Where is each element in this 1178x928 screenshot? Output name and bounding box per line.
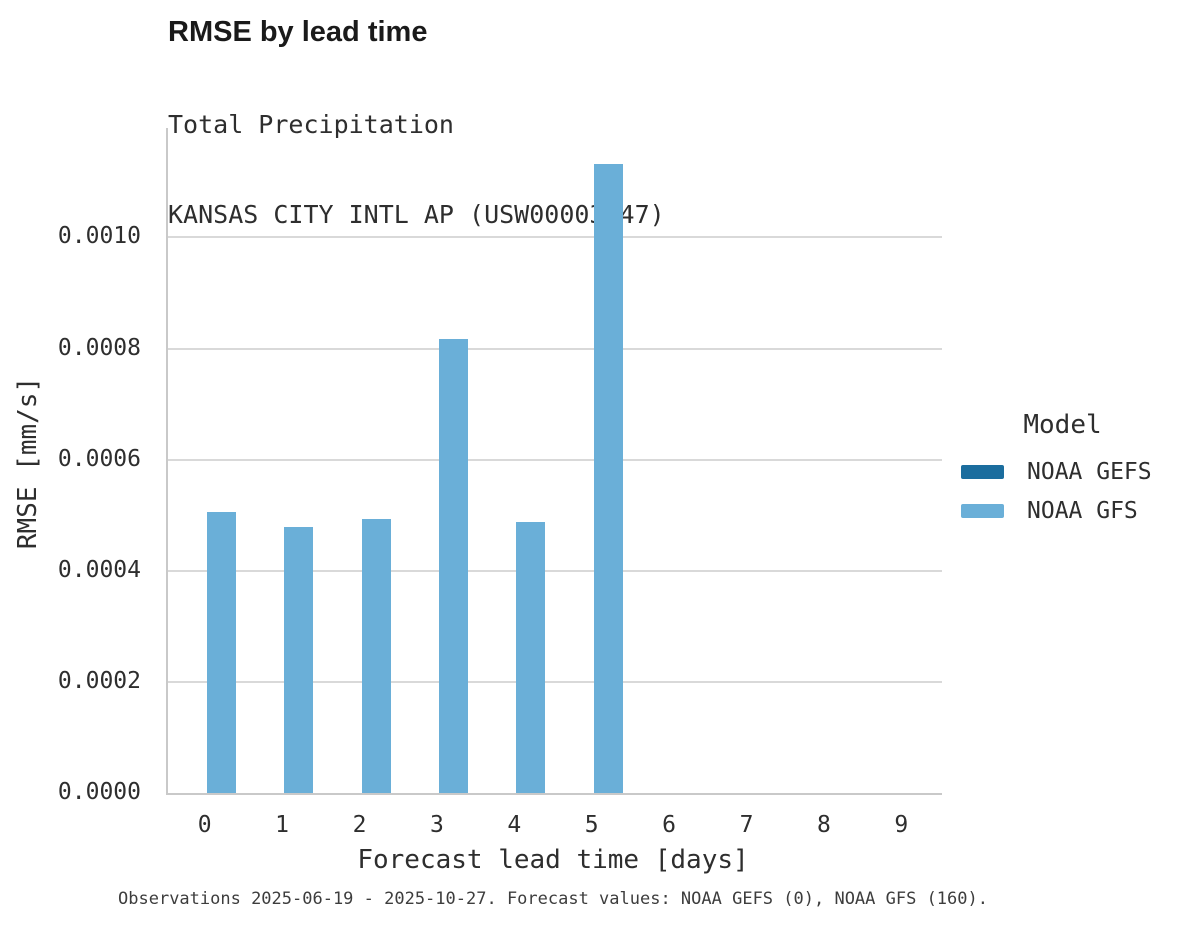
x-tick-label: 0 <box>197 812 212 838</box>
gridline <box>168 236 942 239</box>
plot-area <box>166 128 942 795</box>
legend-label: NOAA GFS <box>1027 497 1138 524</box>
footnote: Observations 2025-06-19 - 2025-10-27. Fo… <box>118 889 988 909</box>
chart-title: RMSE by lead time <box>168 16 428 48</box>
x-tick-label: 8 <box>816 812 831 838</box>
bar-noaa-gfs-day-5 <box>593 163 623 793</box>
bar-noaa-gfs-day-3 <box>438 339 468 793</box>
y-tick-label: 0.0010 <box>57 223 141 250</box>
x-axis-title: Forecast lead time [days] <box>357 845 749 875</box>
x-tick-label: 1 <box>275 812 290 838</box>
legend-entry: NOAA GFS <box>955 491 1170 530</box>
chart-subtitle: Total Precipitation KANSAS CITY INTL AP … <box>168 50 665 290</box>
legend-label: NOAA GEFS <box>1027 458 1152 485</box>
legend-entries: NOAA GEFS NOAA GFS <box>955 452 1170 530</box>
x-tick-label: 3 <box>429 812 444 838</box>
legend-title: Model <box>1023 410 1102 440</box>
gridline <box>168 458 942 461</box>
x-tick-label: 4 <box>507 812 522 838</box>
chart-subtitle-line-1: Total Precipitation <box>168 110 454 139</box>
gridline <box>168 569 942 572</box>
gridline <box>168 347 942 350</box>
legend-swatch-icon <box>961 503 1004 518</box>
bar-noaa-gfs-day-4 <box>516 522 546 793</box>
x-tick-label: 2 <box>352 812 367 838</box>
y-axis-title: RMSE [mm/s] <box>13 376 43 550</box>
x-tick-label: 5 <box>584 812 599 838</box>
legend-entry: NOAA GEFS <box>955 452 1170 491</box>
chart-subtitle-line-2: KANSAS CITY INTL AP (USW00003947) <box>168 200 665 229</box>
gridline <box>168 680 942 683</box>
y-tick-label: 0.0002 <box>57 667 141 694</box>
y-tick-label: 0.0004 <box>57 556 141 583</box>
bar-noaa-gfs-day-1 <box>284 527 314 793</box>
y-tick-label: 0.0006 <box>57 445 141 472</box>
y-tick-label: 0.0008 <box>57 334 141 361</box>
bar-noaa-gfs-day-0 <box>206 512 236 793</box>
x-tick-label: 9 <box>894 812 909 838</box>
legend-swatch-icon <box>961 464 1004 479</box>
y-tick-label: 0.0000 <box>57 779 141 805</box>
x-tick-label: 6 <box>662 812 677 838</box>
legend: Model NOAA GEFS NOAA GFS <box>955 410 1170 530</box>
bar-noaa-gfs-day-2 <box>361 519 391 793</box>
x-tick-label: 7 <box>739 812 754 838</box>
